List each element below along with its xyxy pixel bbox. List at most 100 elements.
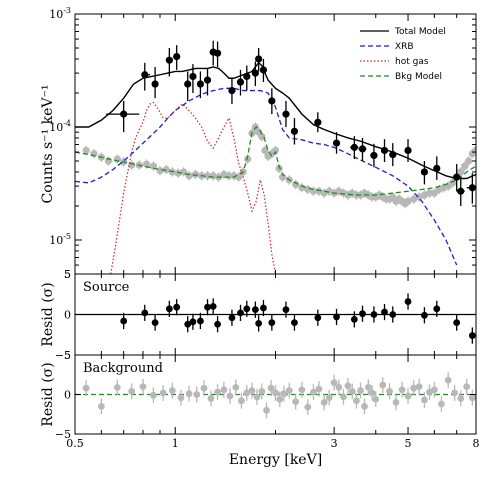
background_residuals-point [430,381,438,398]
legend-label: XRB [395,42,414,52]
source-data-point [370,143,378,168]
background_residuals-point [348,383,356,400]
source_residuals-point [370,306,378,323]
source-data-point [389,143,397,167]
y-tick-label: 10-5 [49,232,71,247]
source-data-point [282,100,290,127]
source_residuals-point [209,298,217,315]
background_residuals-point [357,382,364,399]
source_residuals-point [237,304,244,321]
source-data-point [184,71,192,101]
source_residuals-point [189,313,197,330]
spectrum-plot-area [75,40,476,274]
background_residuals-point [426,384,433,401]
background_residuals-point [335,379,343,396]
background_residuals-point [325,389,333,406]
background-data-point [464,156,473,166]
source_residuals-point [173,299,181,316]
source_residuals-point [268,314,276,331]
source-data-point [350,136,359,160]
source-data-point [433,156,441,180]
background-data-point [203,171,212,181]
background-data-point [461,161,469,171]
background_residuals-point [330,374,338,391]
background_residuals-point [292,393,300,410]
source_residuals-point [314,309,322,326]
y-tick-label: −5 [55,428,71,441]
x-tick-label: 8 [473,437,480,450]
source-data-point [151,66,159,99]
background_residuals-point [368,385,376,401]
source-data-point [243,65,251,91]
source_residuals-point [141,304,149,321]
source-data-point [259,58,268,83]
background_residuals-point [438,396,445,412]
background_residuals-point [128,383,136,400]
legend-entry: hot gas [360,57,429,67]
y-tick-label: 0 [64,309,71,322]
background_residuals-point [315,381,323,397]
background_residuals-point [392,394,400,411]
background_residuals-point [298,381,306,398]
source_residuals-point [214,316,221,333]
source-data-point [196,71,205,99]
source-data-point [236,69,245,96]
background_residuals-point [310,384,317,401]
background-data-point [90,149,98,159]
source-data-point [251,61,259,87]
legend-entry: Total Model [360,27,446,37]
background_residuals-point [276,391,284,408]
background-data-point [156,166,164,176]
background_residuals-point [139,378,147,395]
background-data-point [113,154,121,164]
source-data-point [165,48,173,77]
background-data-point [191,169,200,180]
source_residuals-point [197,312,204,330]
y-tick-label: 10-3 [49,6,71,21]
spectrum-y-ticks: 10-3 10-4 10-5 5 [49,6,476,281]
legend-label: Total Model [394,27,446,37]
background_residuals-point [248,382,256,399]
background_residuals-point [232,379,240,396]
source_residuals-point [421,307,428,324]
background_residuals-point [214,384,221,401]
background_residuals-point [113,379,121,396]
source-data-point [332,132,341,154]
spectrum-y-axis-title: Counts s⁻¹ keV⁻¹ [40,85,56,204]
source_residuals-point [255,315,263,332]
source-data-point [404,139,412,162]
legend-label: Bkg Model [395,72,442,82]
bkg-model-curve [75,126,476,196]
source-data-point [314,112,322,133]
background-data-point [162,164,170,175]
background-data-point [457,167,465,177]
background_residuals-point [220,381,228,398]
background_residuals-y-axis-title: Resid (σ) [40,362,56,426]
source-data-point [453,164,461,192]
y-tick-label: −5 [55,349,71,362]
source_residuals-point [120,312,128,330]
source_residuals-panel-label: Source [83,280,130,295]
background_residuals-point [468,389,476,406]
background_residuals-point [200,380,208,397]
background_residuals-point [457,390,465,407]
source-data-point [290,118,299,145]
background_residuals-point [372,391,380,408]
background_residuals-point [243,385,251,401]
background_residuals-point [267,380,275,397]
legend: Total Model XRB hot gas Bkg Model [360,27,446,82]
source-data-point [173,45,181,70]
source-data-point [358,137,367,162]
background_residuals-point [410,380,418,397]
source-data-point [189,64,197,93]
background-data-point [128,160,136,170]
background_residuals-point [238,392,245,409]
background_residuals-point [304,399,312,416]
source_residuals-point [243,300,251,317]
source_residuals-point [184,316,192,333]
background-data-point [410,194,418,204]
background_residuals-point [280,385,288,402]
source_residuals-point [350,311,358,328]
legend-entry: XRB [360,42,414,52]
source-data-point [228,78,236,104]
